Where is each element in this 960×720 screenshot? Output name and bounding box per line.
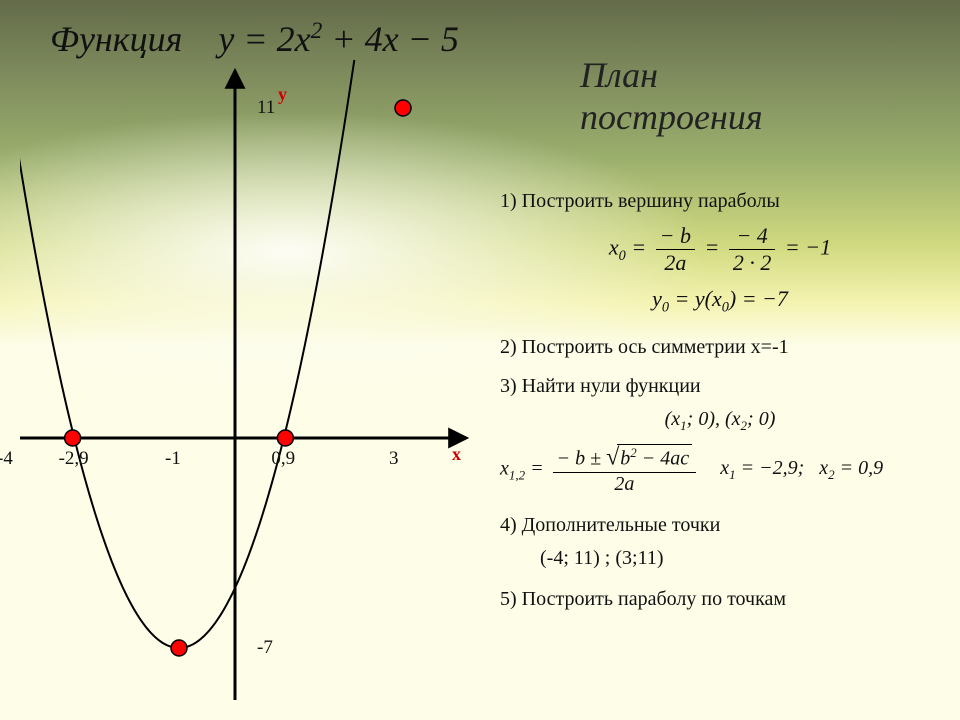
x-tick-label: -4: [0, 448, 13, 470]
plan-title-text: Планпостроения: [580, 55, 763, 137]
y-tick-label: 11: [257, 97, 275, 119]
step-4-points: (-4; 11) ; (3;11): [500, 547, 940, 570]
x-tick-label: 0,9: [271, 448, 295, 470]
x0-result: = −1: [785, 235, 831, 260]
step-1: 1) Построить вершину параболы: [500, 190, 940, 213]
steps-panel: 1) Построить вершину параболы x0 = − b2a…: [500, 190, 940, 621]
x-tick-label: 3: [389, 448, 399, 470]
x-tick-label: -2,9: [59, 448, 89, 470]
y-tick-label: -7: [257, 637, 273, 659]
plan-title: Планпостроения: [580, 54, 763, 138]
equation: y = 2x2 + 4x − 5: [218, 19, 459, 59]
x-axis-label: x: [452, 444, 461, 465]
step-3: 3) Найти нули функции: [500, 375, 940, 398]
step-3-formula: x1,2 = − b ± √b2 − 4ac 2a x1 = −2,9; x2 …: [500, 444, 940, 496]
frac-num: − b: [656, 223, 695, 250]
chart-svg: [20, 60, 480, 700]
frac-den: 2 · 2: [729, 250, 776, 276]
y-axis-label: y: [278, 84, 287, 105]
step-3-zeros: (x1; 0), (x2; 0): [500, 408, 940, 434]
frac-den: 2a: [656, 250, 695, 276]
title-prefix: Функция: [50, 19, 182, 59]
step-1-y0: y0 = y(x0) = −7: [500, 286, 940, 316]
step-2: 2) Построить ось симметрии x=-1: [500, 336, 940, 359]
x-tick-label: -1: [165, 448, 181, 470]
frac-num: − 4: [729, 223, 776, 250]
step-4: 4) Дополнительные точки: [500, 514, 940, 537]
step-5: 5) Построить параболу по точкам: [500, 588, 940, 611]
parabola-chart: y x -4-2,9-10,9311-7: [20, 60, 480, 700]
step-1-x0: x0 = − b2a = − 42 · 2 = −1: [500, 223, 940, 276]
page-title: Функция y = 2x2 + 4x − 5: [50, 18, 459, 60]
